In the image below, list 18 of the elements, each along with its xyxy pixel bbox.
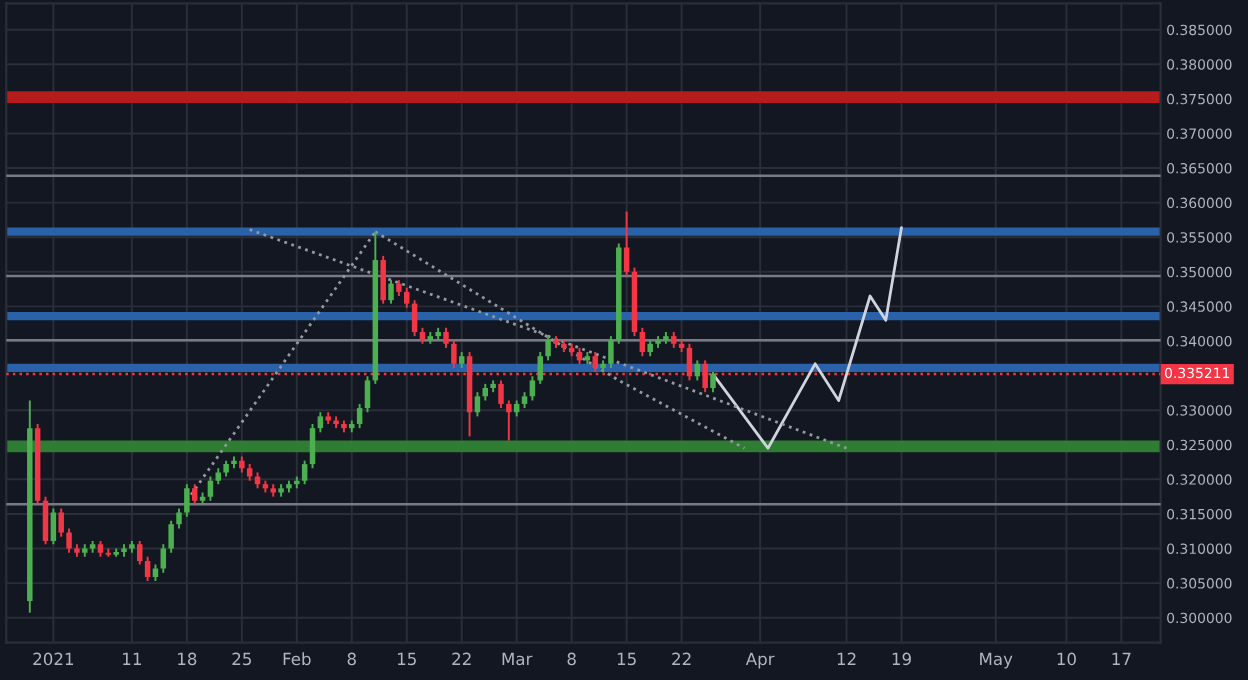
- x-tick-label: Feb: [283, 652, 311, 666]
- x-tick-label: Mar: [502, 652, 533, 666]
- x-tick-label: 15: [617, 652, 636, 666]
- x-tick-label: 17: [1112, 652, 1131, 665]
- x-tick-label: 10: [1057, 652, 1076, 666]
- x-tick-label: 18: [178, 652, 197, 666]
- x-tick-label: 11: [123, 652, 141, 665]
- x-tick-label: 8: [347, 652, 356, 666]
- x-tick-label: 22: [672, 652, 691, 665]
- x-tick-label: Apr: [745, 652, 775, 669]
- x-tick-label: 2021: [33, 652, 74, 666]
- x-tick-label: 15: [397, 652, 416, 666]
- x-tick-label: 19: [892, 652, 911, 666]
- x-tick-label: May: [980, 652, 1013, 669]
- x-tick-label: 25: [232, 652, 251, 666]
- x-tick-label: 8: [567, 652, 576, 666]
- x-tick-label: 12: [837, 652, 856, 665]
- x-tick-label: 22: [452, 652, 471, 665]
